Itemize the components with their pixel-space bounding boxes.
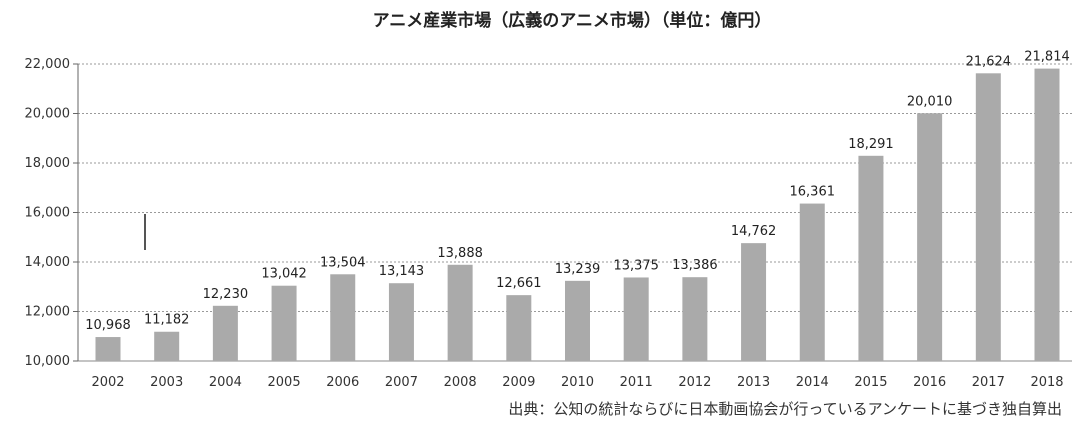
value-label: 11,182 [144,313,190,328]
value-label: 13,042 [261,267,307,282]
bar [388,283,414,361]
value-label: 13,888 [437,246,483,261]
x-tick-label: 2007 [385,375,418,390]
bar [975,73,1001,361]
bar [858,155,884,361]
bar [154,331,180,361]
bar [506,295,532,361]
x-tick-label: 2014 [796,375,829,390]
y-tick-label: 20,000 [25,107,71,122]
x-tick-label: 2006 [326,375,359,390]
value-label: 21,814 [1024,50,1070,65]
value-label: 18,291 [848,137,894,152]
value-label: 21,624 [966,54,1012,69]
bars: 10,968 11,182 12,230 13,042 13,504 13,143 13,8… [85,50,1070,361]
x-tick-label: 2004 [209,375,242,390]
value-label: 13,386 [672,258,718,273]
x-tick-label: 2002 [91,375,124,390]
x-tick-label: 2008 [444,375,477,390]
gridlines [78,63,1072,362]
value-label: 16,361 [790,185,836,200]
bar [741,243,767,361]
y-tick-label: 18,000 [25,156,71,171]
x-tick-label: 2010 [561,375,594,390]
value-label: 12,661 [496,276,542,291]
value-label: 12,230 [203,287,249,302]
bar [917,113,943,361]
x-tick-label: 2018 [1030,375,1063,390]
y-tick-label: 22,000 [25,57,71,72]
x-tick-label: 2016 [913,375,946,390]
source-note: 出典：公知の統計ならびに日本動画協会が行っているアンケートに基づき独自算出 [508,400,1062,418]
value-label: 13,239 [555,262,601,277]
bar [271,285,297,361]
value-label: 14,762 [731,224,777,239]
value-label: 20,010 [907,94,953,109]
x-tick-label: 2011 [620,375,653,390]
bar [623,277,649,361]
bar [330,274,356,361]
y-tick-label: 10,000 [25,354,71,369]
bar [212,305,238,361]
bar [95,337,121,361]
y-tick-label: 12,000 [25,305,71,320]
x-tick-label: 2017 [972,375,1005,390]
y-tick-label: 16,000 [25,206,71,221]
x-tick-label: 2003 [150,375,183,390]
x-tick-label: 2012 [678,375,711,390]
x-tick-label: 2015 [854,375,887,390]
chart-title: アニメ産業市場（広義のアニメ市場）（単位：億円） [373,10,772,31]
value-label: 10,968 [85,318,131,333]
bar [565,280,590,361]
bar [1034,68,1060,361]
x-tick-label: 2013 [737,375,770,390]
value-label: 13,504 [320,255,366,270]
value-label: 13,143 [379,264,425,279]
x-axis: 2002 2003 2004 2005 2006 2007 2008 2009 2010 2011… [91,375,1063,390]
x-tick-label: 2009 [502,375,535,390]
bar [682,277,708,361]
bar [799,203,825,361]
value-label: 13,375 [613,258,659,273]
y-tick-label: 14,000 [25,255,71,270]
bar [447,264,473,361]
y-axis: 10,000 12,000 14,000 16,000 18,000 20,000 22,0… [25,57,79,369]
x-tick-label: 2005 [268,375,301,390]
